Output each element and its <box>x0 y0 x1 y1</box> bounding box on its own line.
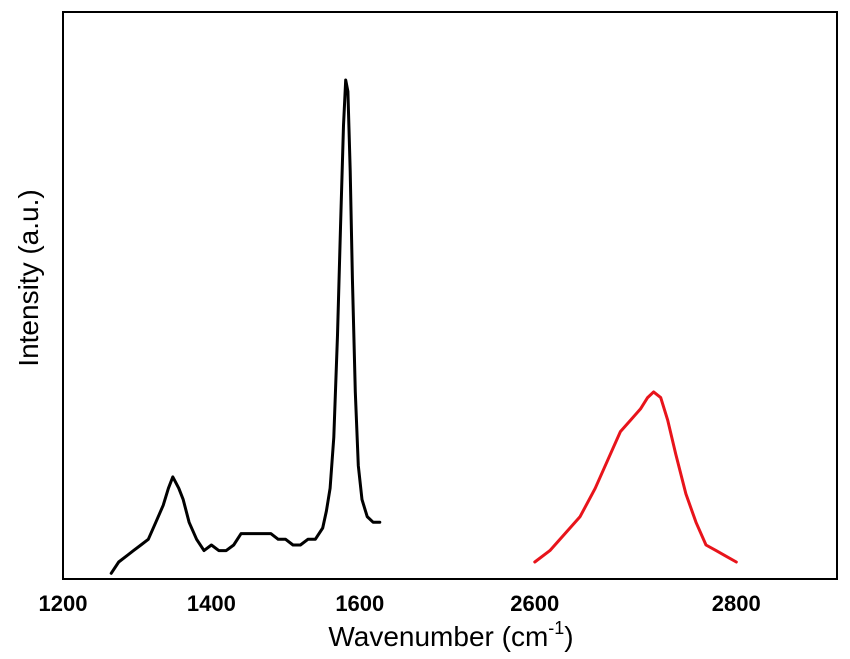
x-tick-label: 2600 <box>510 591 559 616</box>
series-line <box>533 390 738 564</box>
series-line <box>109 78 382 575</box>
x-tick-label: 1200 <box>39 591 88 616</box>
x-tick-label: 2800 <box>712 591 761 616</box>
x-tick-label: 1400 <box>187 591 236 616</box>
series-layer <box>109 78 738 575</box>
x-tick-label: 1600 <box>335 591 384 616</box>
x-tick-labels: 1200 1400 1600 2600 2800 <box>39 591 761 616</box>
x-axis-label: Wavenumber (cm-1) <box>328 618 573 652</box>
plot-frame <box>62 11 838 580</box>
y-axis-label: Intensity (a.u.) <box>13 189 44 366</box>
